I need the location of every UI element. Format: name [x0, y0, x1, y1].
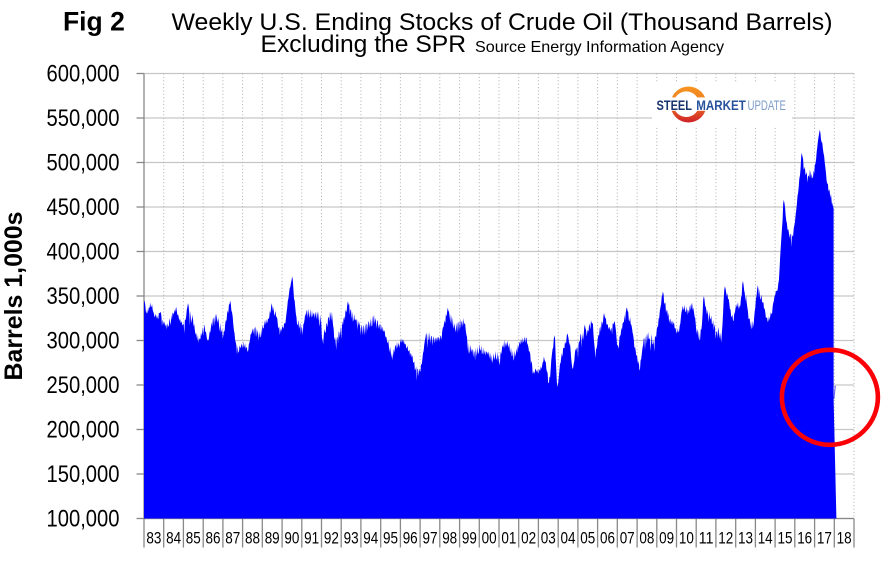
svg-text:Source Energy Information Agen: Source Energy Information Agency: [475, 39, 724, 56]
svg-text:200,000: 200,000: [47, 417, 120, 444]
svg-text:16: 16: [797, 530, 812, 548]
svg-text:450,000: 450,000: [47, 194, 120, 221]
svg-text:04: 04: [561, 530, 576, 548]
svg-text:400,000: 400,000: [47, 239, 120, 266]
svg-text:97: 97: [423, 530, 438, 548]
svg-text:500,000: 500,000: [47, 150, 120, 177]
svg-text:09: 09: [659, 530, 674, 548]
svg-text:86: 86: [206, 530, 221, 548]
svg-text:UPDATE: UPDATE: [748, 98, 787, 113]
svg-text:STEEL: STEEL: [657, 98, 693, 113]
svg-text:99: 99: [462, 530, 477, 548]
svg-text:98: 98: [442, 530, 457, 548]
svg-text:03: 03: [541, 530, 556, 548]
svg-text:Weekly U.S. Ending Stocks of C: Weekly U.S. Ending Stocks of Crude Oil (…: [172, 9, 833, 36]
svg-text:00: 00: [482, 530, 497, 548]
svg-text:12: 12: [718, 530, 733, 548]
svg-text:89: 89: [265, 530, 280, 548]
svg-text:90: 90: [284, 530, 299, 548]
svg-text:17: 17: [817, 530, 832, 548]
svg-text:88: 88: [245, 530, 260, 548]
svg-text:95: 95: [383, 530, 398, 548]
svg-text:13: 13: [738, 530, 753, 548]
svg-text:550,000: 550,000: [47, 105, 120, 132]
svg-text:10: 10: [679, 530, 694, 548]
svg-text:93: 93: [344, 530, 359, 548]
svg-text:94: 94: [363, 530, 378, 548]
svg-text:14: 14: [758, 530, 773, 548]
svg-text:Excluding the SPR: Excluding the SPR: [261, 31, 467, 58]
svg-text:01: 01: [501, 530, 516, 548]
svg-text:MARKET: MARKET: [696, 98, 746, 113]
svg-text:85: 85: [186, 530, 201, 548]
svg-text:150,000: 150,000: [47, 461, 120, 488]
svg-text:92: 92: [324, 530, 339, 548]
svg-text:600,000: 600,000: [47, 61, 120, 88]
svg-text:100,000: 100,000: [47, 506, 120, 533]
svg-text:84: 84: [166, 530, 181, 548]
svg-text:02: 02: [521, 530, 536, 548]
svg-text:Fig 2: Fig 2: [63, 7, 125, 37]
svg-text:91: 91: [304, 530, 319, 548]
svg-text:300,000: 300,000: [47, 328, 120, 355]
svg-text:83: 83: [146, 530, 161, 548]
svg-text:15: 15: [778, 530, 793, 548]
svg-text:07: 07: [620, 530, 635, 548]
svg-text:87: 87: [225, 530, 240, 548]
svg-text:Barrels 1,000s: Barrels 1,000s: [0, 212, 28, 381]
svg-text:08: 08: [639, 530, 654, 548]
svg-text:250,000: 250,000: [47, 372, 120, 399]
svg-text:96: 96: [403, 530, 418, 548]
svg-text:06: 06: [600, 530, 615, 548]
svg-text:11: 11: [699, 530, 714, 548]
svg-text:05: 05: [580, 530, 595, 548]
svg-text:350,000: 350,000: [47, 283, 120, 310]
svg-text:18: 18: [837, 530, 852, 548]
